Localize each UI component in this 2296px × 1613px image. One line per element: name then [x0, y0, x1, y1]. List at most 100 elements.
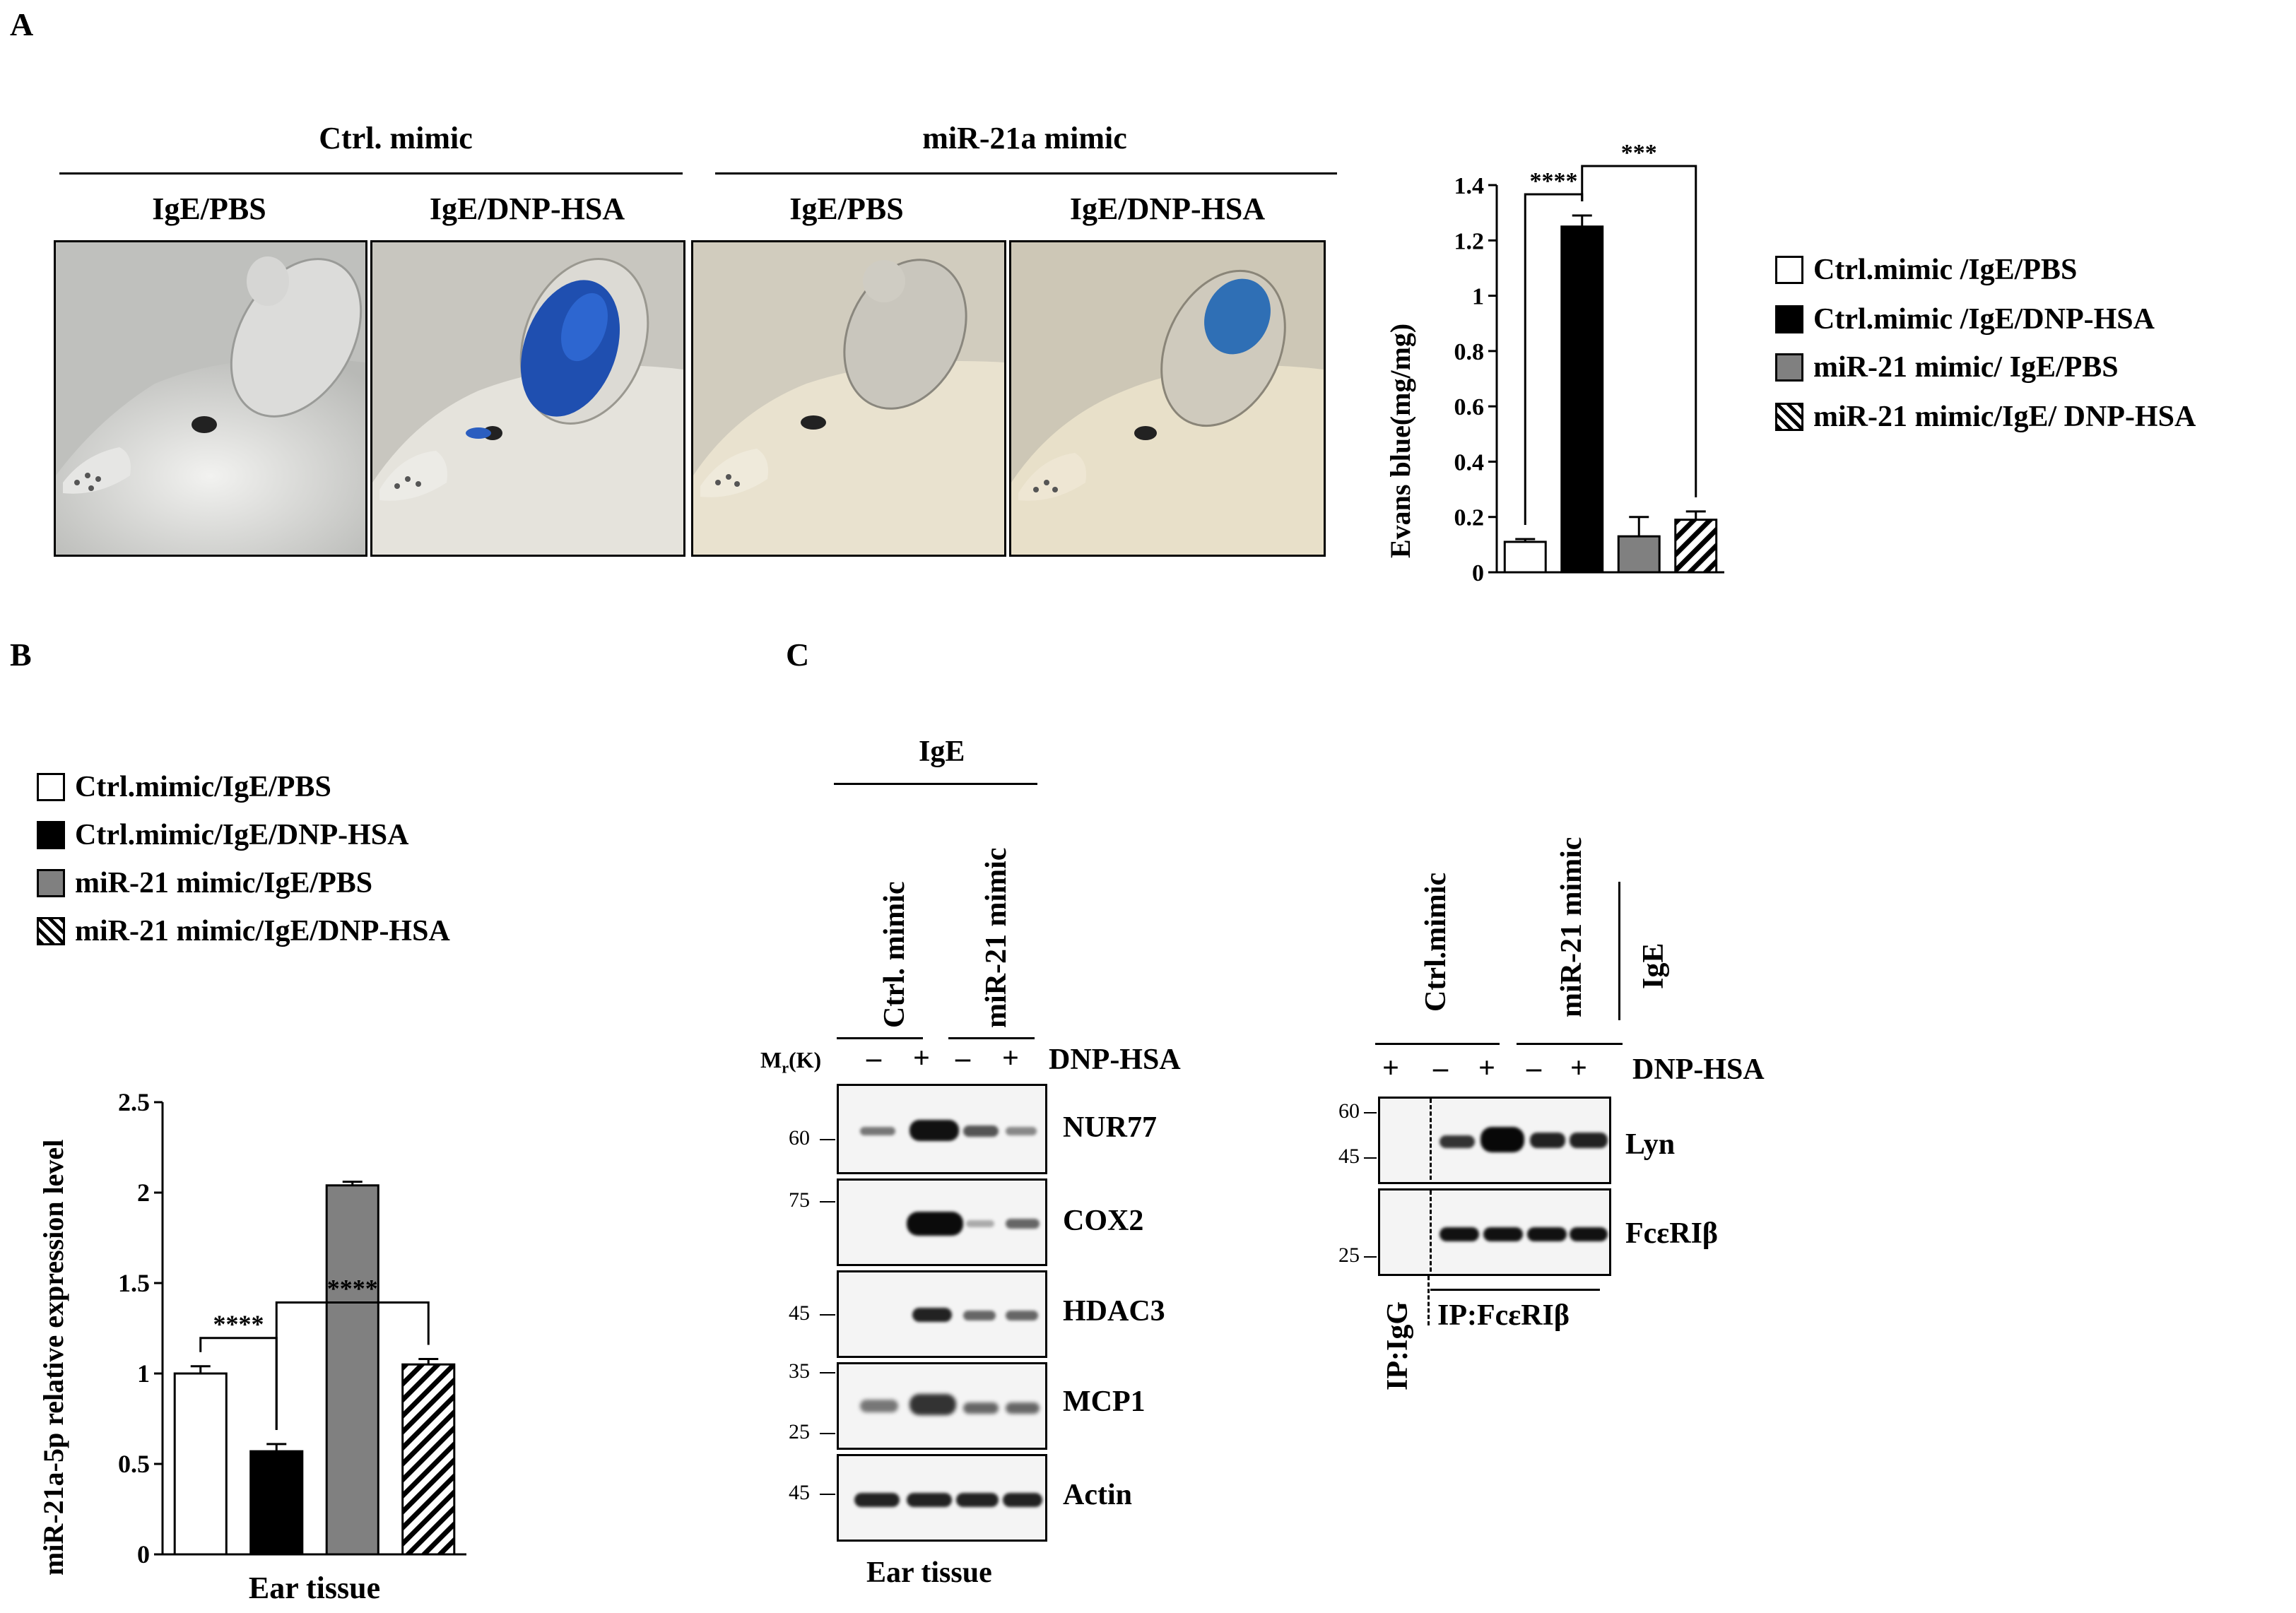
chart-b-ylabel: miR-21a-5p relative expression level — [37, 1139, 69, 1576]
band — [909, 1394, 956, 1415]
dashed-separator — [1430, 1190, 1432, 1274]
mw-marker: 35 — [789, 1359, 810, 1383]
legend-swatch-black — [37, 821, 65, 849]
bar — [1503, 540, 1547, 574]
band — [1570, 1133, 1608, 1148]
mouse-photo-ctrl-pbs — [54, 240, 367, 557]
ip-lane-sign-5: + — [1570, 1052, 1587, 1085]
photo-label-3: IgE/PBS — [789, 191, 904, 226]
band — [907, 1493, 952, 1507]
band — [907, 1212, 963, 1236]
lane-group-ctrl-mimic: Ctrl. mimic — [878, 881, 911, 1028]
mw-tick — [820, 1139, 835, 1140]
mw-marker: 60 — [1338, 1099, 1360, 1123]
band — [1570, 1227, 1608, 1241]
mw-marker: 25 — [1338, 1243, 1360, 1267]
legend-swatch-hatch — [37, 917, 65, 945]
mouse-photo-mir21-dnp — [1009, 240, 1326, 557]
significance-label: **** — [327, 1275, 378, 1303]
y-tick-label: 1 — [1472, 284, 1484, 310]
y-tick-label: 1.2 — [1454, 228, 1485, 254]
ip-lane-sign-3: + — [1478, 1052, 1495, 1085]
band — [1483, 1227, 1523, 1241]
evans-blue-chart: 00.20.40.60.811.21.4 ******* — [1454, 140, 1724, 586]
legend-label: miR-21 mimic/ IgE/PBS — [1813, 351, 2119, 384]
legend-label: Ctrl.mimic/IgE/PBS — [75, 771, 331, 803]
blot-nur77 — [837, 1084, 1047, 1174]
y-tick-label: 0.2 — [1454, 505, 1485, 531]
bar — [1674, 519, 1718, 574]
treatment-label-left: DNP-HSA — [1049, 1044, 1181, 1076]
band — [963, 1125, 999, 1137]
ip-lane-sign-4: – — [1526, 1052, 1541, 1085]
group-header-ctrl: Ctrl. mimic — [319, 121, 473, 155]
ige-side-line — [1618, 882, 1620, 1020]
band — [909, 1120, 959, 1141]
mr-sub: r — [782, 1058, 789, 1077]
legend-a-item-3: miR-21 mimic/ IgE/PBS — [1775, 350, 2119, 384]
photo-label-1: IgE/PBS — [152, 191, 266, 226]
band — [860, 1400, 898, 1412]
dashed-separator — [1430, 1099, 1432, 1182]
group-line-ctrl — [59, 172, 683, 175]
band — [966, 1220, 994, 1227]
band — [963, 1402, 999, 1414]
lane-line-mir21 — [948, 1037, 1035, 1039]
y-tick-label: 0.5 — [118, 1450, 150, 1478]
blot-hdac3 — [837, 1270, 1047, 1358]
mw-marker: 60 — [789, 1126, 810, 1150]
lane-group-mir21-mimic: miR-21 mimic — [980, 847, 1013, 1028]
y-tick-label: 2.5 — [118, 1088, 150, 1116]
significance-bracket — [275, 1301, 430, 1430]
blot-cox2 — [837, 1178, 1047, 1266]
lane-sign-4: + — [1002, 1042, 1019, 1075]
blot-mcp1 — [837, 1362, 1047, 1450]
blot-label-hdac3: HDAC3 — [1063, 1295, 1165, 1328]
mw-marker: 75 — [789, 1188, 810, 1212]
legend-b-item-3: miR-21 mimic/IgE/PBS — [37, 866, 372, 900]
legend-swatch-gray — [1775, 353, 1803, 382]
ip-side-label-ige: IgE — [1637, 943, 1670, 989]
blot-actin — [837, 1454, 1047, 1542]
significance-label: *** — [1621, 140, 1657, 166]
band — [1530, 1133, 1565, 1148]
ip-fc-line — [1430, 1289, 1600, 1291]
panel-label-c: C — [786, 637, 810, 673]
ige-line — [834, 783, 1037, 785]
photo-label-4: IgE/DNP-HSA — [1069, 191, 1266, 226]
mw-tick — [820, 1314, 835, 1316]
chart-a-ylabel: Evans blue(mg/mg) — [1384, 323, 1416, 558]
band — [860, 1127, 895, 1135]
y-tick-label: 1.5 — [118, 1269, 150, 1297]
photo-label-2: IgE/DNP-HSA — [429, 191, 625, 226]
mw-tick — [820, 1201, 835, 1203]
ip-fc-label: IP:FcεRIβ — [1437, 1299, 1570, 1332]
lane-line-ctrl — [837, 1037, 923, 1039]
mr-label: Mr(K) — [760, 1047, 821, 1077]
blot-label-actin: Actin — [1063, 1479, 1132, 1511]
panel-label-b: B — [10, 637, 32, 673]
mir21-expression-chart: 0 0.5 1 1.5 2 2.5 **** **** Ear tissue — [118, 1088, 466, 1605]
x-axis-label: Ear tissue — [249, 1571, 380, 1605]
ip-igg-label: IP:IgG — [1382, 1301, 1414, 1390]
mw-tick — [1364, 1112, 1377, 1113]
band — [956, 1493, 999, 1507]
band — [1006, 1311, 1038, 1320]
ip-lane-sign-2: – — [1433, 1052, 1448, 1085]
band — [1480, 1127, 1524, 1152]
legend-label: miR-21 mimic/IgE/ DNP-HSA — [1813, 401, 2196, 433]
band — [1527, 1227, 1567, 1241]
blot-fceri-beta — [1378, 1188, 1611, 1276]
ip-lane-group-mir21: miR-21 mimic — [1555, 837, 1588, 1017]
treatment-label-right: DNP-HSA — [1632, 1053, 1765, 1086]
legend-a-item-1: Ctrl.mimic /IgE/PBS — [1775, 253, 2077, 287]
mw-marker: 45 — [789, 1481, 810, 1504]
y-tick-label: 1 — [137, 1359, 150, 1388]
group-header-mir21a: miR-21a mimic — [922, 121, 1127, 155]
mw-tick — [820, 1372, 835, 1373]
legend-swatch-black — [1775, 305, 1803, 333]
lane-sign-3: – — [955, 1042, 970, 1075]
ip-lane-line-ctrl — [1375, 1043, 1500, 1045]
y-tick-label: 0.8 — [1454, 339, 1485, 365]
dashed-separator-below — [1427, 1276, 1430, 1325]
